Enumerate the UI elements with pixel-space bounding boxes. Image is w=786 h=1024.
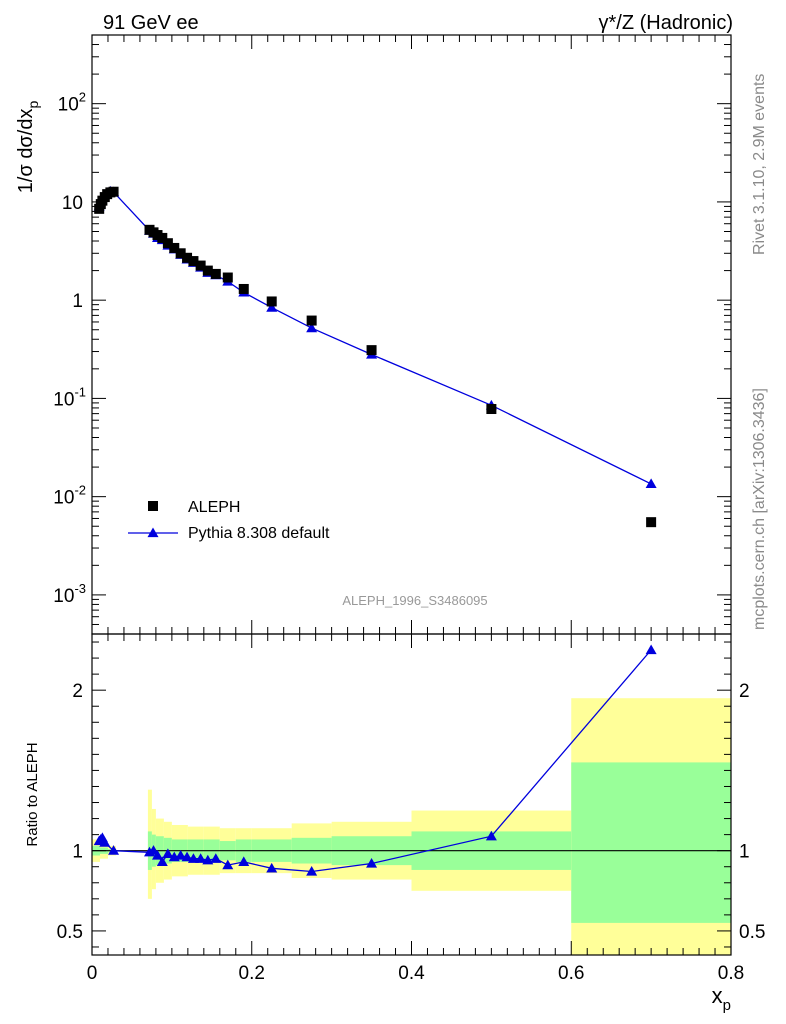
aleph-point [162, 238, 173, 249]
ratio-pythia-point [181, 851, 193, 862]
ratio-pythia-point [187, 853, 199, 863]
ratio-pythia-point [266, 862, 278, 873]
ratio-pythia-point [210, 853, 222, 863]
aleph-point [157, 232, 168, 243]
series-pythia [93, 185, 657, 488]
ratio-pythia-point [202, 854, 214, 865]
y-tick-label: 1 [72, 291, 83, 312]
series-aleph [94, 186, 657, 528]
ratio-y-tick-label-right: 2 [739, 681, 750, 702]
legend-aleph-label: ALEPH [188, 499, 240, 516]
aleph-point [182, 252, 193, 263]
x-tick-label: 0 [87, 963, 98, 984]
y-tick-label: 10-1 [53, 384, 86, 410]
y-tick-label: 10-3 [53, 581, 86, 607]
ratio-pythia-point [195, 853, 207, 863]
y-tick-label-exp: -3 [74, 581, 86, 596]
ratio-pythia-point [99, 837, 111, 847]
y-tick-label-exp: -2 [74, 483, 86, 498]
rivet-label: Rivet 3.1.10, 2.9M events [751, 73, 768, 255]
pythia-point [266, 302, 278, 312]
pythia-point [306, 322, 318, 333]
aleph-point [486, 404, 497, 415]
x-tick-label: 0.2 [239, 963, 265, 984]
y-tick-label: 10-2 [53, 483, 86, 509]
y-tick-label: 102 [58, 90, 86, 116]
header-right-title: γ*/Z (Hadronic) [599, 12, 733, 34]
ratio-y-tick-label: 1 [72, 842, 83, 863]
y-axis-label-sub: p [25, 101, 41, 109]
ratio-y-tick-label-right: 0.5 [739, 922, 765, 943]
legend-pythia-marker [147, 527, 159, 538]
legend-pythia-label: Pythia 8.308 default [188, 525, 330, 542]
y-tick-label-base: 10 [53, 488, 74, 509]
pythia-point [645, 478, 657, 488]
aleph-point [306, 315, 317, 326]
ratio-y-tick-label-right: 1 [739, 842, 750, 863]
aleph-point [238, 283, 249, 294]
mcplots-label: mcplots.cern.ch [arXiv:1306.3436] [751, 388, 768, 630]
watermark: ALEPH_1996_S3486095 [342, 593, 487, 608]
x-tick-label: 0.8 [718, 963, 744, 984]
y-tick-label-exp: 2 [79, 90, 86, 105]
legend-aleph-marker [148, 501, 158, 511]
ratio-pythia-point [108, 845, 120, 855]
ratio-pythia-point [366, 858, 378, 868]
ratio-pythia-point [645, 644, 657, 655]
x-axis-ticks: 0 0.2 0.4 0.6 0.8 [87, 35, 744, 984]
ratio-pythia-point [156, 856, 168, 867]
aleph-point [175, 248, 186, 259]
y-tick-label-exp: -1 [74, 384, 86, 399]
main-frame [91, 34, 732, 635]
y-axis-label: 1/σ dσ/dxp [15, 101, 41, 194]
y-tick-label-base: 10 [58, 95, 79, 116]
x-tick-label: 0.4 [398, 963, 425, 984]
ratio-panel: 0 0.2 0.4 0.6 0.8xp 0.5 0.5 1 1 2 2 Ratio to ALEPH [24, 35, 765, 1014]
ratio-pythia-point [238, 856, 250, 867]
aleph-point [266, 296, 277, 307]
y-tick-label-base: 10 [53, 389, 74, 410]
series-pythia-line [98, 190, 652, 485]
ratio-pythia-point [151, 849, 163, 860]
aleph-point [210, 268, 221, 279]
ratio-y-tick-label: 0.5 [57, 922, 83, 943]
ratio-pythia-point [485, 830, 497, 841]
aleph-point [202, 265, 213, 276]
ratio-bands [92, 698, 731, 955]
aleph-point [108, 186, 119, 197]
aleph-point [188, 256, 199, 267]
ratio-y-tick-label: 2 [72, 681, 83, 702]
aleph-point [169, 242, 180, 253]
aleph-point [222, 272, 233, 283]
ratio-pythia-point [175, 849, 187, 860]
header-left-title: 91 GeV ee [103, 12, 199, 34]
band-inner [571, 762, 731, 923]
ratio-y-ticks: 0.5 0.5 1 1 2 2 [57, 641, 765, 948]
ratio-pythia-point [222, 859, 234, 870]
aleph-point [195, 260, 206, 271]
ratio-y-axis-label: Ratio to ALEPH [24, 742, 41, 846]
aleph-point [646, 517, 657, 528]
x-tick-label: 0.6 [558, 963, 584, 984]
ratio-pythia-point [306, 866, 318, 876]
y-tick-label: 10 [62, 193, 83, 214]
y-tick-label-base: 10 [53, 586, 74, 607]
aleph-point [366, 345, 377, 356]
x-axis-label: xp [712, 983, 731, 1014]
legend: ALEPH Pythia 8.308 default [128, 499, 330, 542]
ratio-series-pythia [93, 644, 657, 876]
x-axis-label-sub: p [723, 997, 731, 1014]
ratio-pythia-point [162, 848, 174, 859]
